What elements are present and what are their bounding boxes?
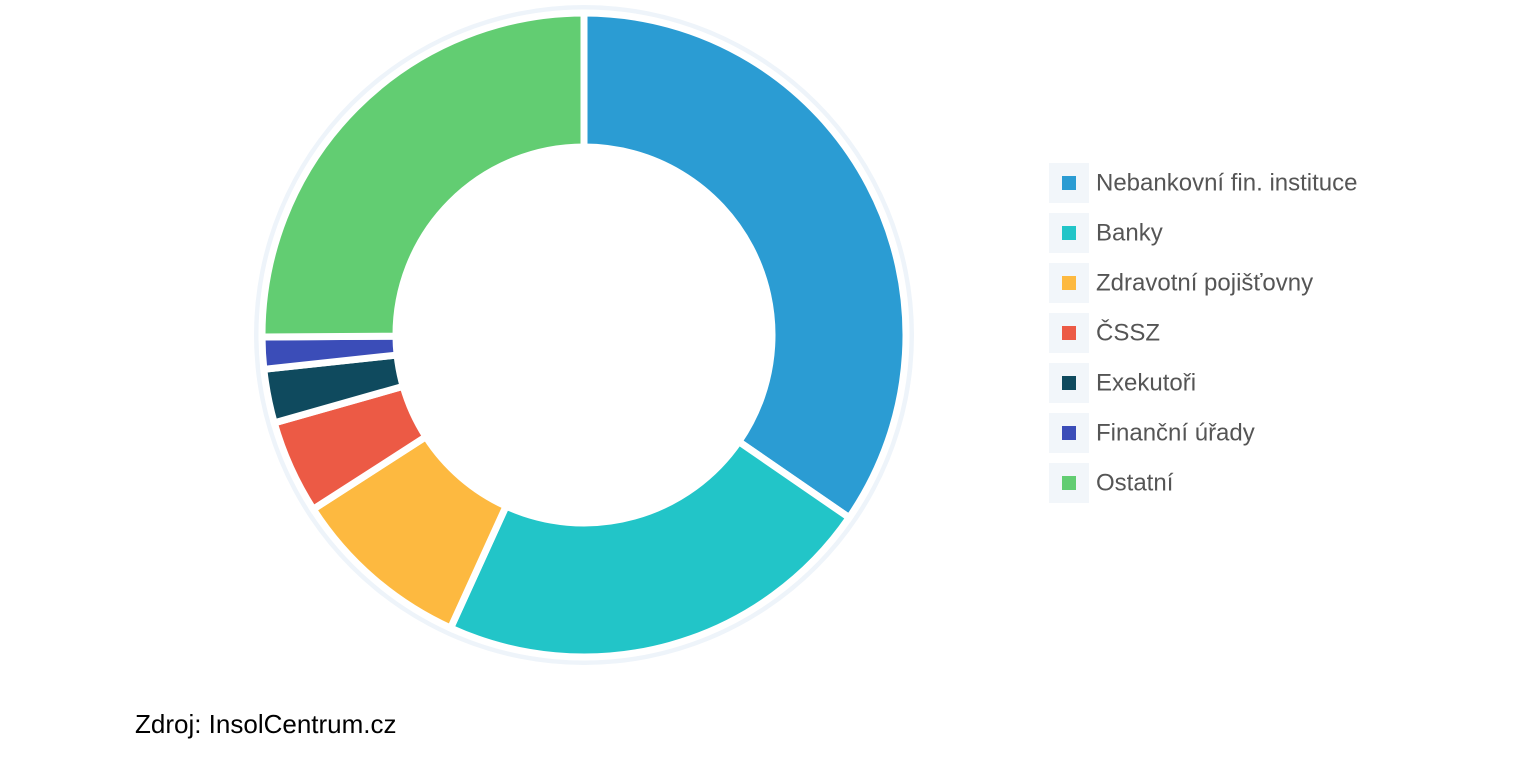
legend-swatch — [1062, 476, 1076, 490]
legend-swatch — [1062, 226, 1076, 240]
donut-hole — [396, 147, 772, 523]
legend-label: Ostatní — [1096, 469, 1174, 496]
slices — [258, 9, 910, 661]
legend-label: Banky — [1096, 219, 1163, 246]
legend-swatch — [1062, 276, 1076, 290]
legend-label: ČSSZ — [1096, 318, 1160, 346]
legend-swatch — [1062, 176, 1076, 190]
legend-label: Zdravotní pojišťovny — [1096, 269, 1313, 296]
legend-swatch — [1062, 426, 1076, 440]
slice — [445, 436, 855, 661]
legend-swatch — [1062, 376, 1076, 390]
source: Zdroj: InsolCentrum.cz — [135, 709, 397, 739]
legend-label: Finanční úřady — [1096, 419, 1255, 446]
legend-label: Nebankovní fin. instituce — [1096, 169, 1357, 196]
legend-label: Exekutoři — [1096, 369, 1196, 396]
legend-swatch — [1062, 326, 1076, 340]
legend: Nebankovní fin. instituce Banky Zdravotní … — [1049, 163, 1357, 503]
